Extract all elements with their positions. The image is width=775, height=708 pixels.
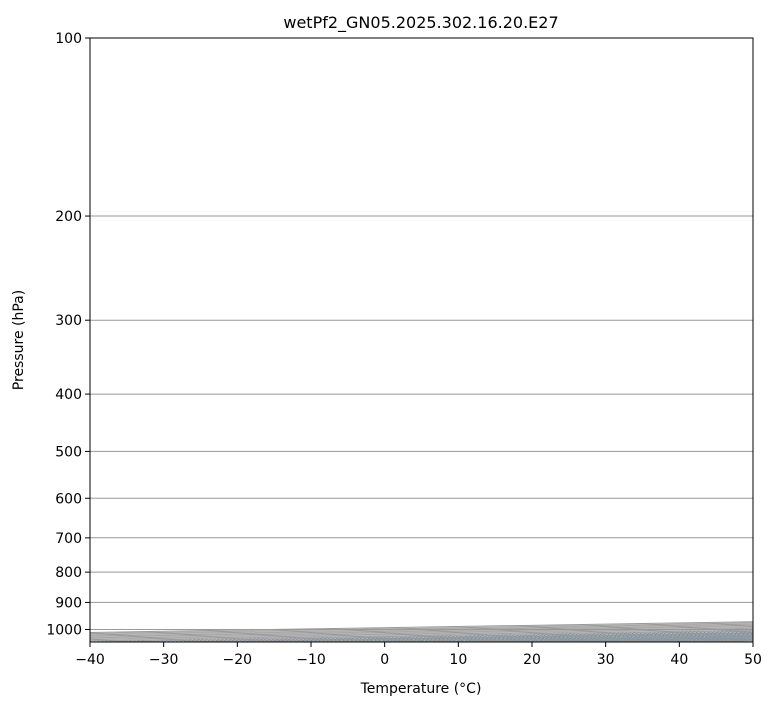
x-tick-label: −30 — [149, 652, 179, 668]
mixing-ratio-line — [326, 634, 753, 642]
mixing-ratio-line — [492, 637, 753, 642]
mixing-ratio-line — [599, 638, 753, 642]
moist-adiabat-line — [568, 638, 753, 642]
x-axis-ticks: −40 −30 −20 −10 0 10 20 30 40 50 — [75, 642, 762, 668]
isotherm-gridline — [90, 628, 753, 641]
isotherm-gridline — [605, 639, 753, 642]
isotherm-gridline — [90, 630, 753, 642]
x-tick-label: 50 — [744, 652, 762, 668]
mixing-ratio-line — [645, 639, 753, 642]
isotherm-gridline — [458, 636, 753, 642]
moist-adiabat-line — [531, 637, 753, 642]
y-tick-label: 500 — [55, 444, 82, 460]
isotherm-gridline — [163, 631, 753, 642]
x-axis-label: Temperature (°C) — [360, 681, 482, 697]
x-tick-label: 40 — [670, 652, 688, 668]
dry-adiabat-line — [338, 634, 753, 642]
dry-adiabat-line — [487, 637, 753, 642]
isotherm-gridline — [679, 640, 753, 642]
dry-adiabat-line — [562, 638, 753, 642]
moist-adiabat-line — [347, 634, 753, 642]
isotherm-gridline — [90, 629, 753, 642]
x-tick-label: −20 — [223, 652, 253, 668]
moist-adiabat-line — [421, 636, 753, 642]
mixing-ratio-line — [546, 638, 753, 642]
isotherm-gridline — [531, 637, 753, 642]
isotherm-gridline — [90, 627, 753, 639]
isotherm-gridline — [90, 623, 753, 636]
mixing-ratio-line — [365, 635, 753, 642]
mixing-ratio-line — [90, 630, 753, 642]
mixing-ratio-line — [299, 634, 753, 642]
moist-adiabat-line — [495, 637, 753, 642]
x-tick-label: 30 — [597, 652, 615, 668]
y-axis-ticks: 1000 900 800 700 600 500 400 300 200 100 — [46, 31, 90, 638]
dry-adiabats — [188, 632, 753, 642]
moist-adiabat-line — [384, 635, 753, 642]
isotherm-gridline — [237, 633, 753, 642]
dry-adiabat-line — [263, 633, 753, 642]
isotherm-gridline — [90, 626, 753, 638]
chart-title: wetPf2_GN05.2025.302.16.20.E27 — [283, 13, 558, 33]
mixing-ratio-line — [394, 635, 753, 642]
mixing-ratio-line — [622, 639, 753, 642]
plot-frame — [89, 37, 754, 643]
isotherm-gridline — [310, 634, 753, 642]
x-tick-label: 10 — [449, 652, 467, 668]
x-tick-label: 20 — [523, 652, 541, 668]
moist-adiabat-line — [642, 639, 753, 642]
moist-adiabat-line — [605, 639, 753, 642]
moist-adiabat-line — [458, 636, 753, 642]
dry-adiabat-line — [711, 640, 753, 642]
moist-adiabats — [237, 632, 753, 642]
y-tick-label: 600 — [55, 491, 82, 507]
y-tick-label: 400 — [55, 387, 82, 403]
dry-adiabat-line — [188, 632, 753, 642]
isotherm-gridline — [384, 635, 753, 642]
y-tick-label: 700 — [55, 531, 82, 547]
isotherm-gridline — [752, 641, 753, 642]
moist-adiabat-line — [237, 632, 753, 642]
y-tick-label: 100 — [55, 31, 82, 47]
mixing-ratio-lines — [90, 630, 753, 642]
isotherm-gridline — [90, 622, 753, 635]
x-tick-label: 0 — [380, 652, 389, 668]
moist-adiabat-line — [274, 633, 753, 642]
y-tick-label: 200 — [55, 209, 82, 225]
moist-adiabat-line — [679, 640, 753, 642]
mixing-ratio-line — [131, 631, 753, 642]
dry-adiabat-line — [636, 639, 753, 642]
mixing-ratio-line — [467, 636, 753, 642]
mixing-ratio-line — [572, 638, 753, 642]
y-tick-label: 800 — [55, 565, 82, 581]
isotherm-gridline — [90, 621, 753, 633]
y-axis-label: Pressure (hPa) — [11, 290, 27, 390]
moist-adiabat-line — [310, 634, 753, 642]
mixing-ratio-line — [522, 637, 753, 642]
y-tick-label: 900 — [55, 595, 82, 611]
mixing-ratio-line — [436, 636, 753, 642]
mixing-ratio-line — [218, 632, 753, 642]
y-tick-label: 1000 — [46, 622, 82, 638]
dry-adiabat-line — [412, 635, 753, 642]
isotherm-gridline — [90, 624, 753, 637]
x-tick-label: −10 — [296, 652, 326, 668]
mixing-ratio-line — [185, 632, 753, 642]
grid-lines — [90, 38, 753, 642]
y-tick-label: 300 — [55, 313, 82, 329]
x-tick-label: −40 — [75, 652, 105, 668]
mixing-ratio-line — [262, 633, 753, 642]
